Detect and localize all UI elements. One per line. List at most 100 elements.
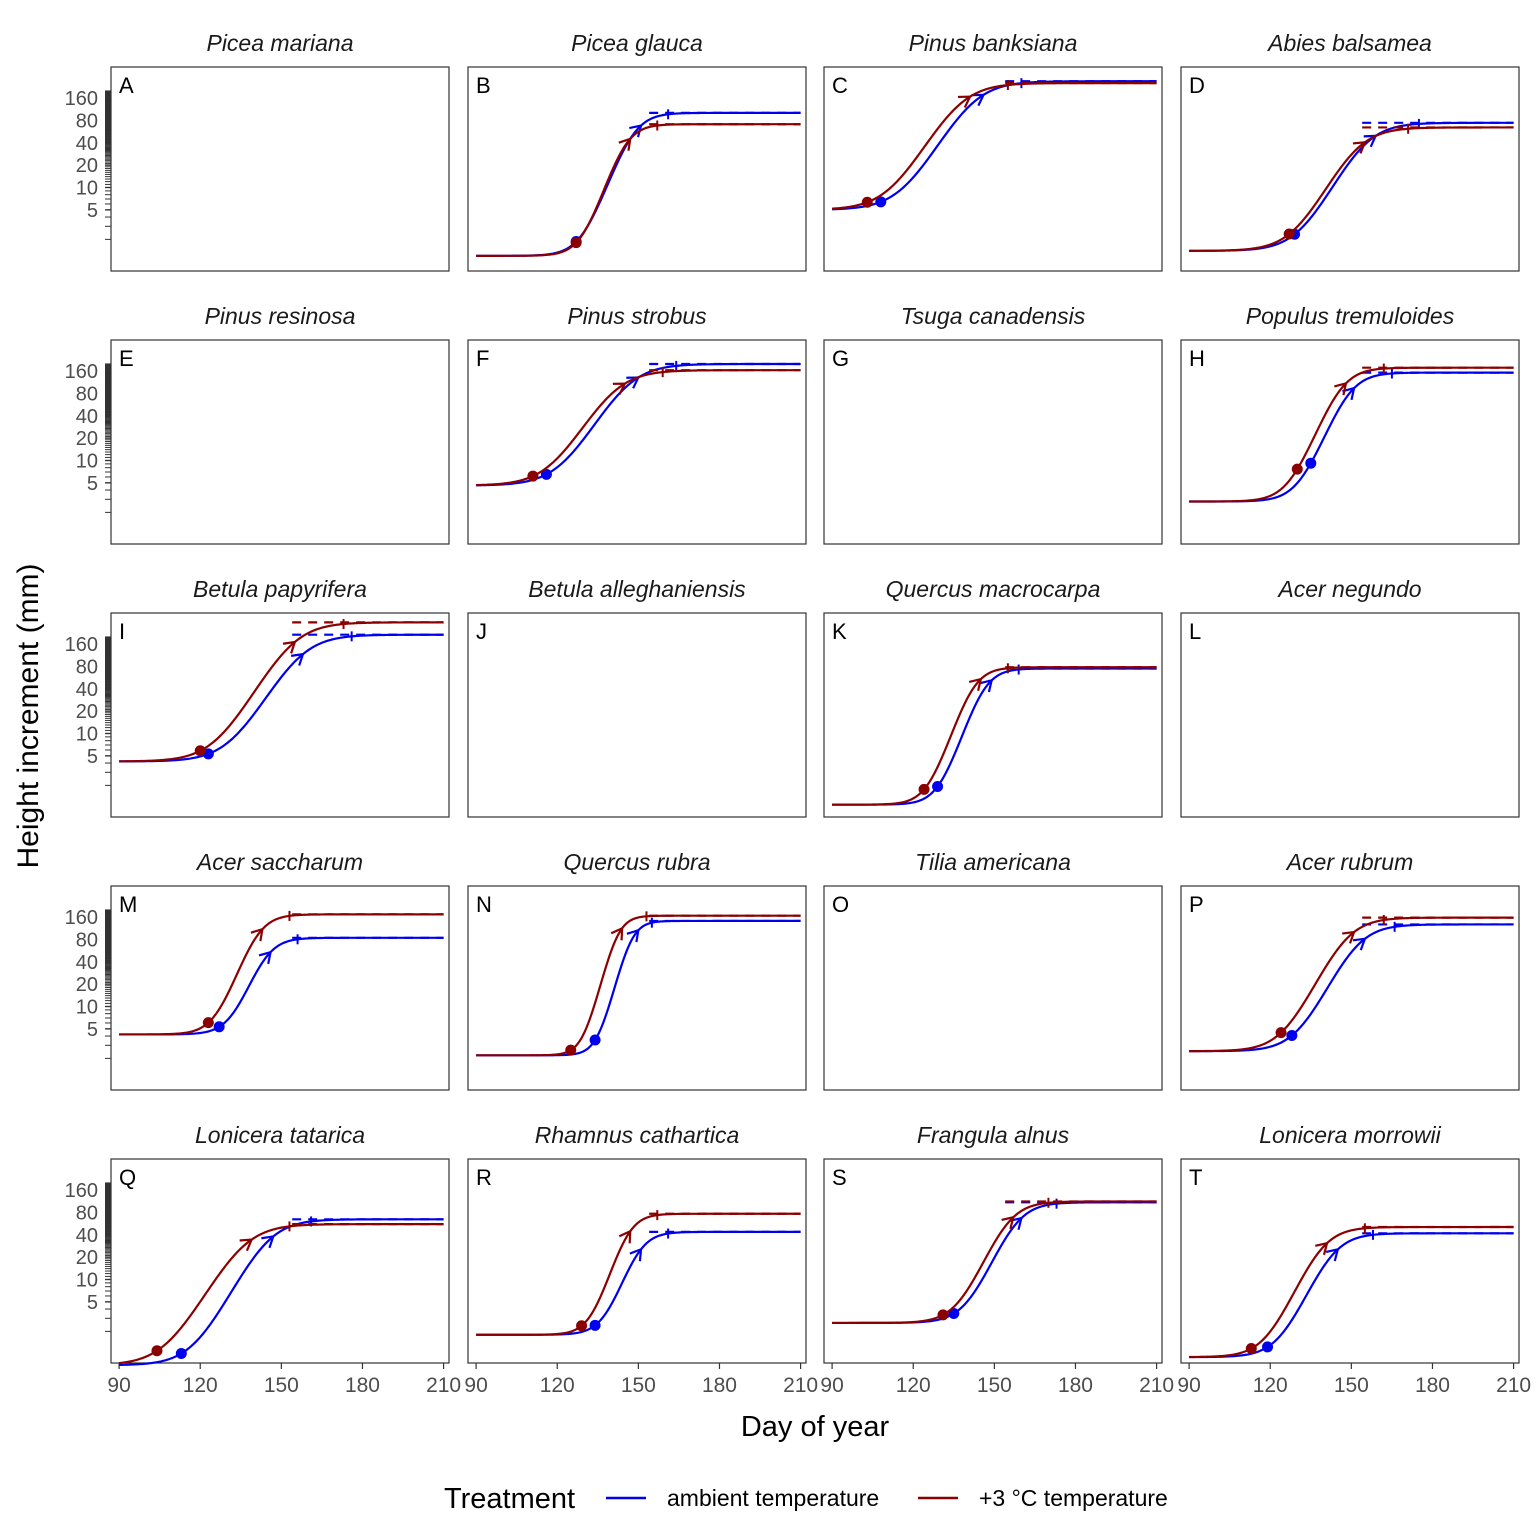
growth-start-point: [875, 196, 887, 208]
growth-curve: [1189, 1225, 1514, 1359]
growth-start-point: [1286, 1029, 1298, 1041]
x-axis-title: Day of year: [741, 1411, 890, 1443]
panel-title: Populus tremuloides: [1246, 303, 1455, 329]
series-warm: [119, 910, 444, 1036]
growth-curve: [119, 913, 444, 1036]
max-rate-arrow: [629, 124, 643, 138]
y-tick-label: 40: [76, 952, 98, 974]
growth-curve: [832, 80, 1157, 211]
panel-letter: T: [1189, 1165, 1202, 1190]
panel-title: Acer saccharum: [195, 849, 363, 875]
max-rate-arrow: [610, 926, 624, 941]
panel-letter: J: [476, 619, 487, 644]
panel-title: Frangula alnus: [917, 1122, 1070, 1148]
panel-title: Quercus rubra: [563, 849, 710, 875]
panel-title: Tsuga canadensis: [901, 303, 1086, 329]
growth-start-point: [918, 783, 930, 795]
growth-start-point: [861, 196, 873, 208]
panel-frame: [823, 885, 1163, 1091]
panel-frame: [823, 612, 1163, 818]
panel-H: Populus tremuloides H: [1180, 303, 1520, 545]
y-tick-label: 10: [76, 450, 98, 472]
panel-O: Tilia americana O: [823, 849, 1163, 1091]
x-tick-label: 150: [264, 1374, 299, 1397]
y-tick-label: 160: [65, 907, 98, 929]
panel-title: Pinus strobus: [567, 303, 707, 329]
y-tick-label: 20: [76, 428, 98, 450]
panel-B: Picea glauca B: [467, 30, 807, 272]
growth-start-point: [1291, 463, 1303, 475]
panel-frame: [110, 339, 450, 545]
x-tick-label: 120: [1253, 1374, 1288, 1397]
panel-letter: K: [832, 619, 847, 644]
x-tick-label: 120: [896, 1374, 931, 1397]
panel-letter: L: [1189, 619, 1201, 644]
panel-letter: O: [832, 892, 849, 917]
panel-frame: [1180, 612, 1520, 818]
series-ambient: [1189, 921, 1514, 1053]
panel-title: Pinus resinosa: [205, 303, 356, 329]
growth-start-point: [932, 780, 944, 792]
panel-letter: C: [832, 73, 848, 98]
max-rate-arrow: [261, 1235, 275, 1249]
x-tick-label: 210: [426, 1374, 461, 1397]
panel-title: Lonicera tatarica: [195, 1122, 365, 1148]
growth-curve: [1189, 366, 1514, 503]
y-tick-label: 80: [76, 110, 98, 132]
panel-title: Abies balsamea: [1266, 30, 1432, 56]
y-tick-label: 80: [76, 656, 98, 678]
y-tick-label: 80: [76, 929, 98, 951]
x-tick-label: 90: [464, 1374, 487, 1397]
max-rate-arrow: [979, 678, 994, 693]
growth-start-point: [202, 1017, 214, 1029]
series-warm: [832, 663, 1157, 806]
y-tick-label: 80: [76, 1202, 98, 1224]
growth-start-point: [151, 1345, 163, 1357]
panel-title: Rhamnus cathartica: [535, 1122, 740, 1148]
growth-curve: [1189, 923, 1514, 1053]
panel-frame: [110, 66, 450, 272]
panel-frame: [1180, 1158, 1520, 1364]
series-warm: [119, 619, 444, 763]
panel-K: Quercus macrocarpa K: [823, 576, 1163, 818]
y-tick-label: 10: [76, 177, 98, 199]
panel-frame: [1180, 339, 1520, 545]
panel-title: Lonicera morrowii: [1259, 1122, 1441, 1148]
growth-start-point: [570, 237, 582, 249]
panel-letter: P: [1189, 892, 1204, 917]
panel-R: Rhamnus cathartica R 90 120 150 180 210: [464, 1122, 818, 1397]
y-tick-label: 20: [76, 974, 98, 996]
growth-start-point: [589, 1319, 601, 1331]
growth-curve: [119, 633, 444, 763]
panel-letter: F: [476, 346, 489, 371]
series-warm: [118, 1221, 444, 1365]
panel-frame: [1180, 66, 1520, 272]
y-tick-label: 5: [87, 473, 98, 495]
x-tick-label: 150: [1334, 1374, 1369, 1397]
panel-frame: [823, 66, 1163, 272]
series-warm: [476, 911, 801, 1057]
x-tick-label: 180: [1415, 1374, 1450, 1397]
y-tick-label: 20: [76, 701, 98, 723]
panel-G: Tsuga canadensis G: [823, 303, 1163, 545]
y-tick-label: 10: [76, 996, 98, 1018]
series-warm: [1189, 123, 1514, 252]
y-tick-label: 40: [76, 133, 98, 155]
y-tick-label: 160: [65, 88, 98, 110]
growth-start-point: [565, 1044, 577, 1056]
growth-curve: [1189, 126, 1514, 252]
panel-title: Pinus banksiana: [909, 30, 1078, 56]
panel-C: Pinus banksiana C: [823, 30, 1163, 272]
panel-title: Betula alleghaniensis: [528, 576, 746, 602]
y-tick-label: 20: [76, 1247, 98, 1269]
x-tick-label: 180: [345, 1374, 380, 1397]
x-tick-label: 180: [702, 1374, 737, 1397]
series-ambient: [832, 78, 1157, 211]
max-rate-arrow: [1315, 1241, 1329, 1256]
growth-start-point: [589, 1034, 601, 1046]
panel-letter: R: [476, 1165, 492, 1190]
growth-curve: [832, 666, 1157, 806]
panel-frame: [110, 885, 450, 1091]
series-warm: [476, 120, 801, 257]
